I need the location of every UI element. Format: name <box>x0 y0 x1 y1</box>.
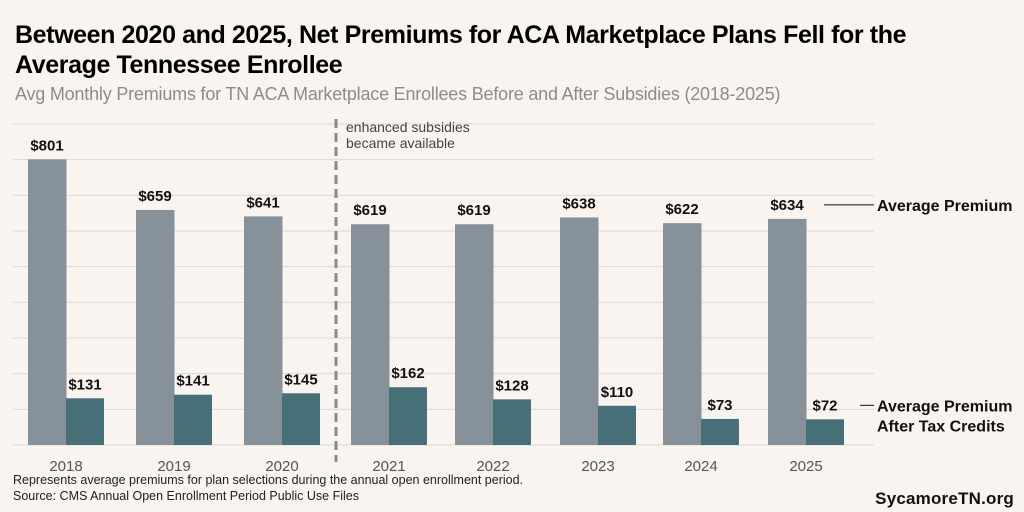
bar-average-premium <box>351 224 390 445</box>
bar-after-tax-credits <box>806 419 844 445</box>
chart-subtitle: Avg Monthly Premiums for TN ACA Marketpl… <box>15 84 781 104</box>
x-tick-label: 2018 <box>49 458 82 475</box>
data-label: $128 <box>495 377 528 394</box>
data-label: $110 <box>601 384 634 401</box>
bars <box>28 159 844 445</box>
bar-after-tax-credits <box>282 393 320 445</box>
data-labels: $801 $131 $659 $141 $641 $145 $619 $162 $619 $128… <box>30 137 837 414</box>
legend-label-after-tax-credits: After Tax Credits <box>877 418 1005 435</box>
x-tick-label: 2025 <box>789 458 822 475</box>
x-tick-label: 2020 <box>265 458 298 475</box>
bar-average-premium <box>768 218 807 445</box>
legend-label-average-premium: Average Premium <box>877 198 1012 215</box>
x-tick-label: 2021 <box>372 458 405 475</box>
data-label: $659 <box>138 188 171 205</box>
data-label: $619 <box>457 202 490 219</box>
source-note: Source: CMS Annual Open Enrollment Perio… <box>13 489 359 503</box>
legend: Average Premium Average Premium After Tax … <box>824 198 1012 435</box>
bar-average-premium <box>28 159 67 445</box>
bar-average-premium <box>244 216 283 445</box>
bar-average-premium <box>455 224 494 445</box>
data-label: $638 <box>562 195 595 212</box>
x-tick-label: 2019 <box>157 458 190 475</box>
data-label: $73 <box>707 397 732 414</box>
chart-title: Between 2020 and 2025, Net Premiums for … <box>15 21 907 79</box>
bar-average-premium <box>560 217 599 445</box>
footnote: Represents average premiums for plan sel… <box>13 473 524 487</box>
legend-label-after-tax-credits: Average Premium <box>877 398 1012 415</box>
x-tick-label: 2022 <box>476 458 509 475</box>
bar-after-tax-credits <box>66 398 104 445</box>
bar-after-tax-credits <box>174 394 212 445</box>
data-label: $801 <box>30 137 63 154</box>
data-label: $619 <box>353 202 386 219</box>
x-tick-label: 2023 <box>581 458 614 475</box>
data-label: $72 <box>812 397 837 414</box>
annotation-text: enhanced subsidies <box>346 119 470 135</box>
data-label: $141 <box>176 373 209 390</box>
bar-average-premium <box>136 209 175 445</box>
x-tick-label: 2024 <box>684 458 717 475</box>
brand-logo-text: SycamoreTN.org <box>875 489 1014 508</box>
data-label: $145 <box>284 371 317 388</box>
data-label: $622 <box>665 201 698 218</box>
bar-after-tax-credits <box>701 418 739 445</box>
data-label: $131 <box>68 376 101 393</box>
annotation-text: became available <box>346 135 455 151</box>
bar-after-tax-credits <box>493 399 531 445</box>
bar-after-tax-credits <box>389 387 427 445</box>
bar-average-premium <box>663 223 702 445</box>
data-label: $634 <box>770 197 804 214</box>
data-label: $641 <box>246 194 279 211</box>
bar-after-tax-credits <box>598 405 636 445</box>
data-label: $162 <box>391 365 424 382</box>
x-tick-labels: 2018 2019 2020 2021 2022 2023 2024 2025 <box>49 458 822 475</box>
